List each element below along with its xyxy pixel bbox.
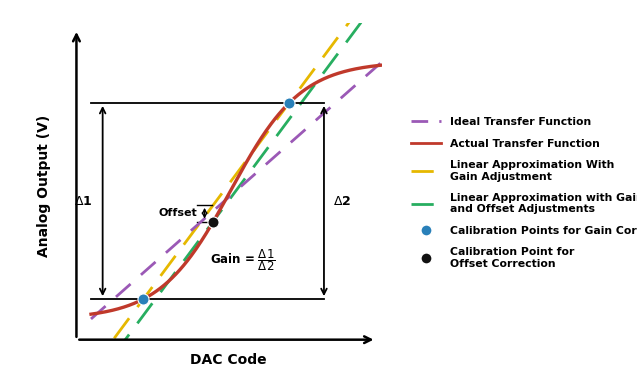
- Text: Analog Output (V): Analog Output (V): [38, 115, 52, 257]
- Legend: Ideal Transfer Function, Actual Transfer Function, Linear Approximation With
Gai: Ideal Transfer Function, Actual Transfer…: [407, 113, 637, 273]
- Text: Gain = $\dfrac{\Delta1}{\Delta2}$: Gain = $\dfrac{\Delta1}{\Delta2}$: [210, 247, 275, 273]
- Text: $\Delta$1: $\Delta$1: [74, 195, 92, 208]
- Text: DAC Code: DAC Code: [190, 354, 266, 367]
- Text: Offset: Offset: [159, 208, 197, 218]
- Text: $\Delta$2: $\Delta$2: [333, 195, 351, 208]
